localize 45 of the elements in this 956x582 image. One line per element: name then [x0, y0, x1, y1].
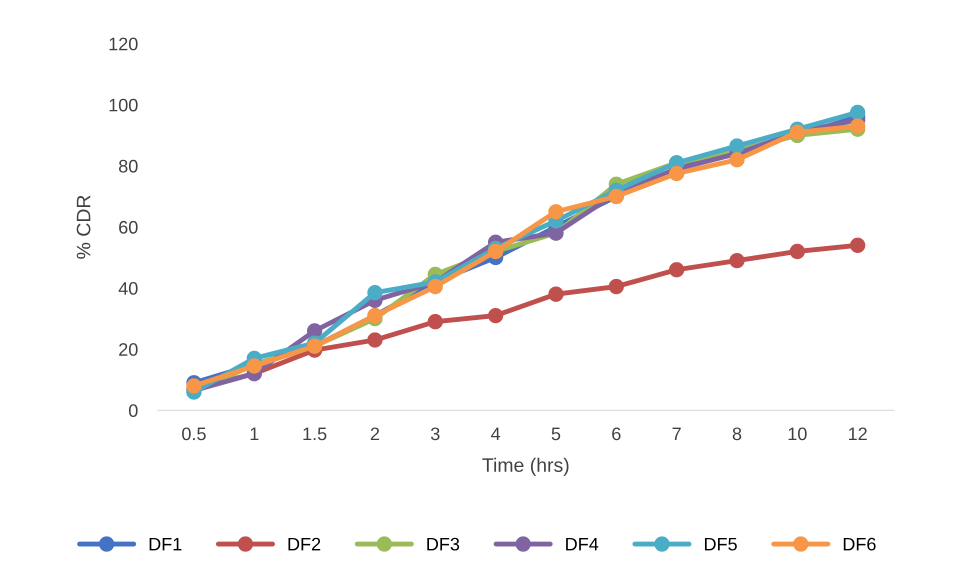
x-tick-label: 12	[848, 427, 867, 440]
x-tick-label: 6	[612, 427, 621, 440]
y-tick-label: 60	[119, 220, 138, 234]
point	[669, 262, 684, 278]
y-tick-label: 80	[119, 160, 138, 173]
point	[428, 314, 443, 330]
x-axis-title: Time (hrs)	[482, 458, 569, 476]
legend-label: DF2	[288, 538, 320, 550]
point	[608, 278, 624, 294]
point	[186, 378, 202, 394]
point	[729, 138, 745, 154]
x-tick-label: 2	[370, 427, 380, 440]
point	[488, 308, 504, 324]
point	[790, 244, 805, 260]
x-tick-label: 8	[732, 427, 742, 440]
point	[367, 285, 383, 300]
legend-label: DF3	[427, 538, 460, 551]
x-tick-label: 1.5	[303, 428, 326, 440]
x-tick-label: 5	[552, 428, 560, 440]
y-tick-label: 40	[118, 282, 138, 295]
y-axis-title: % CDR	[76, 195, 90, 259]
legend-label: DF6	[844, 538, 876, 551]
point	[850, 238, 866, 253]
point	[669, 166, 684, 182]
x-tick-label: 3	[430, 427, 440, 440]
point	[548, 204, 564, 220]
point	[729, 152, 745, 168]
y-tick-label: 0	[128, 404, 138, 418]
y-tick-label: 20	[119, 343, 138, 356]
x-tick-label: 7	[672, 428, 681, 440]
x-tick-label: 4	[491, 428, 500, 440]
legend-label: DF4	[566, 538, 598, 550]
point	[367, 332, 383, 348]
x-tick-label: 10	[788, 427, 807, 440]
x-tick-label: 0.5	[182, 427, 206, 440]
point	[729, 252, 745, 268]
legend-label: DF1	[150, 538, 182, 550]
legend-label: DF5	[704, 538, 737, 551]
point	[850, 118, 866, 134]
x-tick-label: 1	[250, 428, 258, 440]
y-tick-label: 120	[110, 38, 138, 50]
point	[850, 104, 866, 120]
point	[428, 278, 443, 294]
point	[548, 286, 564, 302]
y-tick-label: 100	[110, 98, 138, 112]
